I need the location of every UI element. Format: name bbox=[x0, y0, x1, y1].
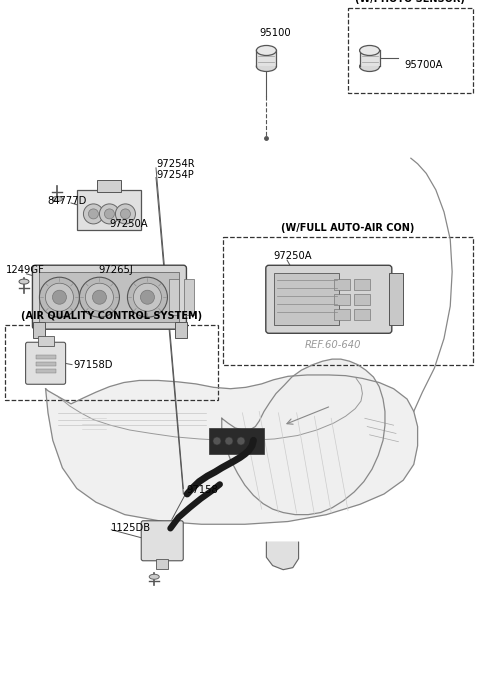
Bar bbox=[209, 428, 264, 454]
Text: REF.60-640: REF.60-640 bbox=[305, 341, 361, 350]
Text: 1125DB: 1125DB bbox=[111, 524, 152, 533]
Circle shape bbox=[88, 209, 98, 219]
Text: 84777D: 84777D bbox=[47, 196, 86, 206]
Bar bbox=[169, 279, 180, 315]
Text: (W/FULL AUTO-AIR CON): (W/FULL AUTO-AIR CON) bbox=[281, 224, 415, 233]
Text: 95100: 95100 bbox=[259, 28, 291, 38]
Circle shape bbox=[115, 204, 135, 224]
Text: 97250A: 97250A bbox=[274, 251, 312, 261]
Bar bbox=[39, 272, 180, 322]
Bar bbox=[256, 50, 276, 67]
Bar bbox=[389, 273, 403, 325]
Circle shape bbox=[46, 283, 73, 311]
Bar bbox=[176, 322, 187, 338]
Bar bbox=[77, 190, 142, 230]
Bar bbox=[34, 322, 46, 338]
Ellipse shape bbox=[360, 61, 380, 72]
Ellipse shape bbox=[256, 61, 276, 72]
Circle shape bbox=[84, 204, 104, 224]
FancyBboxPatch shape bbox=[141, 521, 183, 561]
Bar bbox=[334, 279, 350, 290]
Circle shape bbox=[99, 204, 120, 224]
FancyBboxPatch shape bbox=[266, 266, 392, 333]
Text: 1249GF: 1249GF bbox=[6, 265, 45, 275]
Bar bbox=[354, 310, 370, 321]
Circle shape bbox=[237, 437, 245, 445]
Bar bbox=[274, 273, 339, 325]
Circle shape bbox=[52, 290, 66, 304]
Polygon shape bbox=[46, 375, 418, 524]
Circle shape bbox=[85, 283, 113, 311]
Bar bbox=[156, 559, 168, 569]
Circle shape bbox=[133, 283, 161, 311]
Circle shape bbox=[128, 277, 168, 317]
Bar bbox=[97, 180, 121, 192]
Bar bbox=[348, 8, 473, 93]
Ellipse shape bbox=[256, 45, 276, 56]
Bar bbox=[37, 336, 54, 346]
Polygon shape bbox=[222, 359, 385, 515]
Bar bbox=[360, 50, 380, 67]
Circle shape bbox=[93, 290, 107, 304]
Bar bbox=[223, 237, 473, 365]
Circle shape bbox=[39, 277, 79, 317]
Circle shape bbox=[79, 277, 120, 317]
Circle shape bbox=[120, 209, 131, 219]
Bar bbox=[334, 294, 350, 305]
Bar bbox=[5, 325, 218, 400]
Circle shape bbox=[105, 209, 114, 219]
Ellipse shape bbox=[360, 45, 380, 56]
Bar bbox=[334, 310, 350, 321]
Polygon shape bbox=[266, 542, 299, 570]
Ellipse shape bbox=[19, 279, 29, 284]
Ellipse shape bbox=[149, 574, 159, 579]
Bar bbox=[36, 369, 56, 374]
Bar bbox=[36, 363, 56, 366]
Text: (AIR QUALITY CONTROL SYSTEM): (AIR QUALITY CONTROL SYSTEM) bbox=[21, 312, 202, 321]
Bar bbox=[184, 279, 194, 315]
Text: 97265J: 97265J bbox=[98, 265, 133, 275]
Text: 97158D: 97158D bbox=[73, 360, 112, 369]
Text: 97250A: 97250A bbox=[109, 219, 148, 229]
Circle shape bbox=[213, 437, 221, 445]
Text: 95700A: 95700A bbox=[404, 61, 443, 70]
Bar bbox=[36, 355, 56, 359]
Circle shape bbox=[225, 437, 233, 445]
FancyBboxPatch shape bbox=[25, 342, 66, 385]
FancyBboxPatch shape bbox=[33, 265, 186, 330]
Text: (W/PHOTO SENSOR): (W/PHOTO SENSOR) bbox=[356, 0, 465, 4]
Bar bbox=[354, 279, 370, 290]
Text: 97254R: 97254R bbox=[156, 159, 194, 169]
Bar bbox=[354, 294, 370, 305]
Text: 97158: 97158 bbox=[186, 485, 218, 495]
Circle shape bbox=[141, 290, 155, 304]
Text: 97254P: 97254P bbox=[156, 170, 194, 180]
Ellipse shape bbox=[52, 196, 62, 202]
